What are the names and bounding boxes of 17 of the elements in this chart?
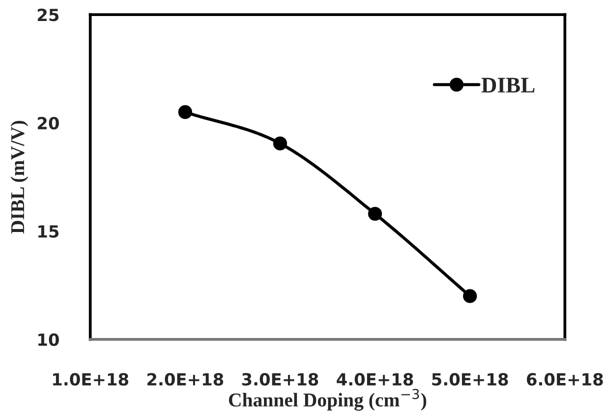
point [273, 136, 288, 150]
point [463, 289, 477, 304]
y-axis-title: DIBL (mV/V) [10, 120, 28, 234]
y-tick-label: 10 [38, 333, 59, 346]
y-tick-label: 25 [38, 8, 59, 22]
x-tick-label: 3.0E+18 [242, 373, 318, 386]
x-tick-label: 2.0E+18 [147, 373, 224, 386]
legend-label: DIBL [481, 78, 534, 92]
y-tick-label: 15 [38, 225, 59, 238]
x-axis-title: Channel Doping (cm$^{−3}$) [228, 388, 426, 411]
y-tick-label: 20 [38, 116, 59, 130]
x-tick-label: 6.0E+18 [526, 373, 603, 386]
point [178, 105, 192, 120]
x-tick-label: 1.0E+18 [53, 373, 128, 386]
x-tick-label: 5.0E+18 [432, 373, 508, 386]
point [368, 206, 382, 221]
x-tick-label: 4.0E+18 [336, 373, 414, 386]
